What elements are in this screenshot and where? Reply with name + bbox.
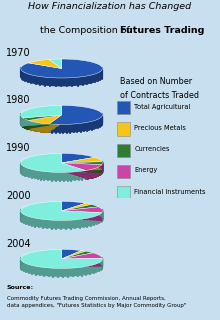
Polygon shape (62, 171, 102, 179)
Polygon shape (62, 201, 86, 211)
Polygon shape (21, 105, 62, 118)
Text: Based on Number: Based on Number (120, 77, 192, 86)
Polygon shape (62, 163, 102, 171)
Polygon shape (21, 249, 103, 268)
Bar (117, 186, 130, 200)
Polygon shape (21, 258, 103, 277)
Text: Source:: Source: (7, 285, 34, 290)
Polygon shape (62, 170, 103, 173)
Bar (117, 122, 130, 136)
Polygon shape (62, 166, 102, 171)
Polygon shape (62, 210, 86, 219)
Polygon shape (23, 123, 62, 129)
Polygon shape (49, 114, 103, 133)
Text: the Composition of: the Composition of (40, 26, 132, 35)
Polygon shape (21, 201, 102, 220)
Polygon shape (29, 60, 62, 68)
Polygon shape (62, 153, 95, 163)
Text: 2004: 2004 (6, 239, 31, 249)
Polygon shape (62, 215, 103, 221)
Text: of Contracts Traded: of Contracts Traded (120, 92, 199, 100)
Bar (117, 165, 130, 178)
Polygon shape (21, 210, 102, 229)
Text: 1970: 1970 (6, 48, 31, 59)
Polygon shape (62, 213, 99, 219)
Polygon shape (62, 162, 95, 171)
Text: 1980: 1980 (6, 95, 31, 105)
Text: Energy: Energy (134, 167, 158, 173)
Text: 2000: 2000 (6, 191, 31, 201)
Text: Financial Instruments: Financial Instruments (134, 189, 206, 195)
Polygon shape (62, 203, 91, 211)
Text: Currencies: Currencies (134, 146, 170, 152)
Polygon shape (29, 115, 62, 124)
Text: Commodity Futures Trading Commission, Annual Reports,
data appendices, "Futures : Commodity Futures Trading Commission, An… (7, 296, 186, 308)
Text: How Financialization has Changed: How Financialization has Changed (28, 2, 192, 11)
Polygon shape (62, 261, 102, 267)
Polygon shape (49, 59, 62, 68)
Polygon shape (21, 114, 62, 126)
Polygon shape (29, 68, 62, 77)
Polygon shape (62, 162, 103, 165)
Bar (117, 144, 130, 157)
Polygon shape (62, 258, 81, 267)
Polygon shape (62, 260, 93, 267)
Polygon shape (62, 204, 99, 211)
Polygon shape (21, 153, 86, 172)
Polygon shape (29, 123, 62, 132)
Text: Futures Trading: Futures Trading (120, 26, 204, 35)
Polygon shape (62, 253, 102, 259)
Polygon shape (21, 162, 86, 181)
Text: Total Agricultural: Total Agricultural (134, 104, 191, 109)
Polygon shape (21, 59, 103, 78)
Polygon shape (62, 251, 93, 259)
Polygon shape (21, 68, 103, 86)
Polygon shape (62, 212, 91, 219)
Text: Precious Metals: Precious Metals (134, 125, 186, 131)
Bar (117, 101, 130, 115)
Polygon shape (62, 207, 103, 213)
Polygon shape (62, 251, 86, 259)
Text: 1990: 1990 (6, 143, 31, 153)
Polygon shape (62, 157, 102, 163)
Polygon shape (62, 249, 81, 259)
Polygon shape (49, 68, 62, 77)
Polygon shape (23, 115, 62, 121)
Polygon shape (62, 259, 86, 267)
Polygon shape (49, 105, 103, 124)
